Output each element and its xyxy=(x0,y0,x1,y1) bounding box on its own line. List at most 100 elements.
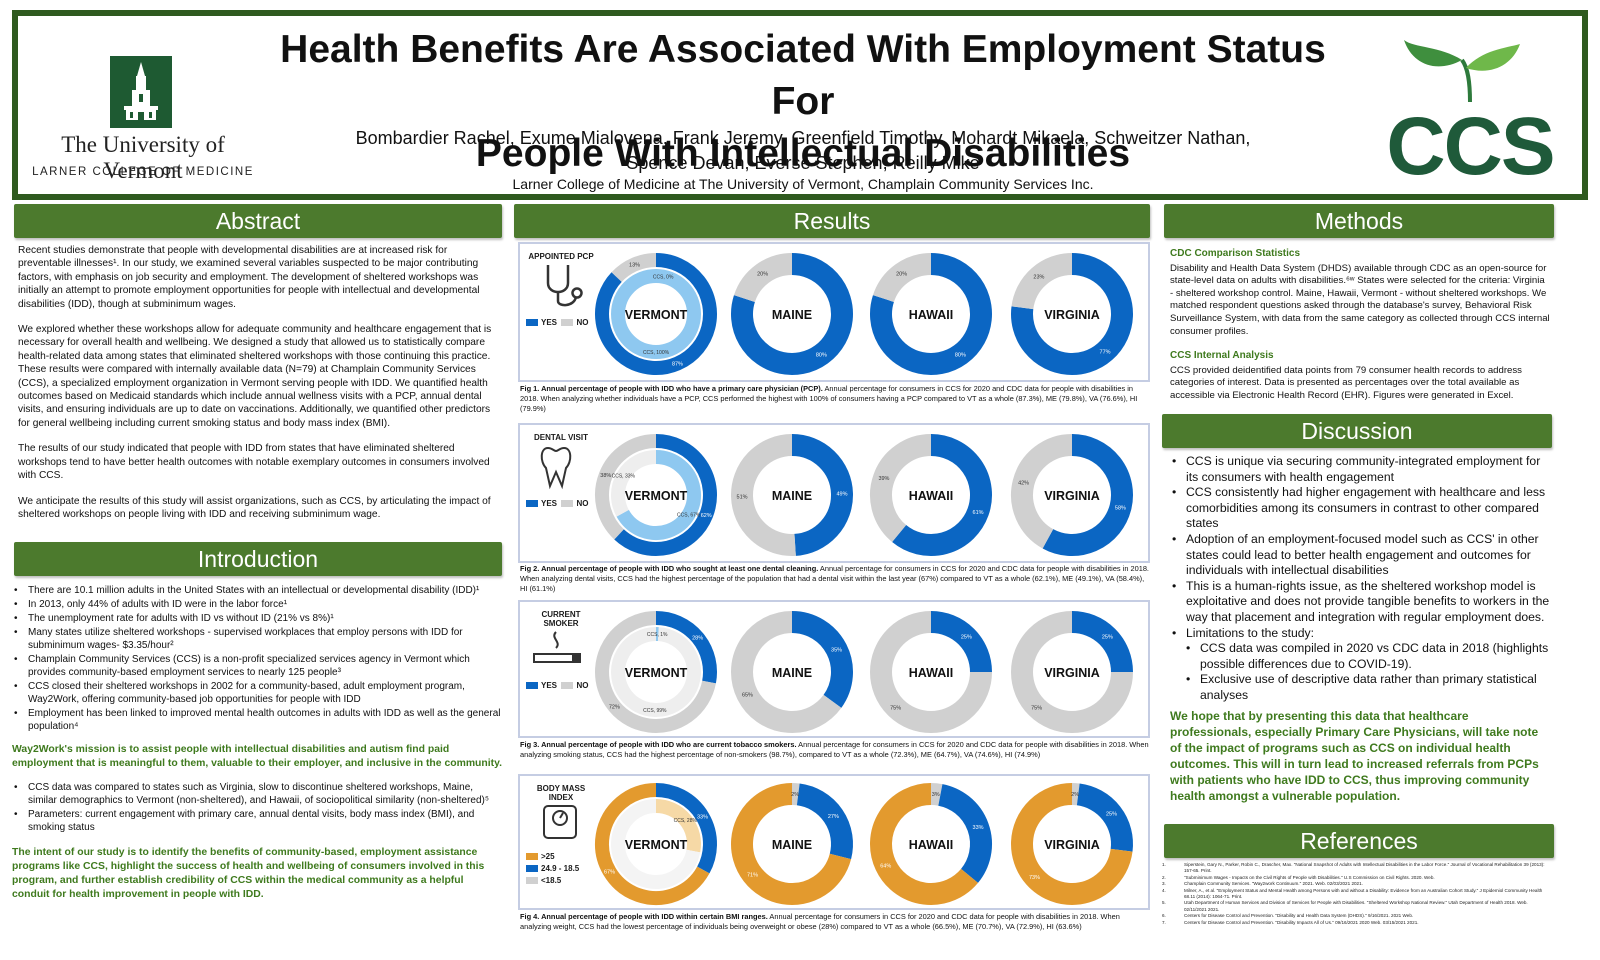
legend-swatch xyxy=(526,319,538,327)
references-heading: References xyxy=(1164,824,1554,858)
list-item: Champlain Community Services (CCS) is a … xyxy=(12,653,502,679)
donut-virginia-fig2: 58% 42% VIRGINIA xyxy=(1008,431,1136,559)
reference-text: Milner, A., et al. "Employment Status an… xyxy=(1184,887,1543,900)
data-label: 77% xyxy=(1100,350,1111,356)
donut-maine-fig1: 80% 20% MAINE xyxy=(728,250,856,378)
data-label: CCS, 28% xyxy=(674,818,698,824)
state-label: VIRGINIA xyxy=(1044,489,1100,503)
data-label: 58% xyxy=(1115,505,1126,511)
list-item: CCS is unique via securing community-int… xyxy=(1170,454,1550,485)
mission-statement: Way2Work's mission is to assist people w… xyxy=(12,744,502,769)
figure-3-caption: Fig 3. Annual percentage of people with … xyxy=(520,740,1150,760)
donut-maine-fig4: 2% 27% 71% MAINE xyxy=(728,780,856,908)
list-item: 7. Centers for Disease Control and Preven… xyxy=(1162,919,1419,925)
legend-swatch xyxy=(561,500,574,508)
legend-label: <18.5 xyxy=(541,876,562,885)
maine-segment xyxy=(731,611,842,733)
methods-sub-cdc: CDC Comparison Statistics xyxy=(1170,248,1301,259)
state-label: MAINE xyxy=(772,489,812,503)
list-item: 6. Centers for Disease Control and Preven… xyxy=(1162,913,1414,919)
data-label: 25% xyxy=(1102,635,1113,641)
uvm-name: The University of Vermont xyxy=(61,132,225,183)
virginia-segment xyxy=(1011,253,1133,375)
state-label: MAINE xyxy=(772,666,812,680)
data-label: 27% xyxy=(828,814,839,820)
data-label: 51% xyxy=(737,495,748,501)
state-label: HAWAII xyxy=(909,489,953,503)
data-label: 87% xyxy=(672,362,683,368)
data-label: 33% xyxy=(697,815,708,821)
uvm-college: LARNER COLLEGE OF MEDICINE xyxy=(32,166,254,178)
state-label: VERMONT xyxy=(625,489,688,503)
list-item: 2. "Subminimum Wages - Impacts on the Civ… xyxy=(1162,874,1435,880)
data-label: 80% xyxy=(955,352,966,358)
intent-statement: The intent of our study is to identify t… xyxy=(12,847,485,900)
methods-sub-ccs: CCS Internal Analysis xyxy=(1170,350,1274,362)
maine-segment xyxy=(791,434,853,556)
list-item: 5. Utah Department of Human Services and … xyxy=(1162,900,1550,913)
caption-title: Fig 3. Annual percentage of people with … xyxy=(520,740,797,749)
figure-1-icon-block: APPOINTED PCP YES NO xyxy=(526,252,596,327)
list-item: In 2013, only 44% of adults with ID were… xyxy=(12,598,502,611)
state-label: VIRGINIA xyxy=(1044,666,1100,680)
maine-segment xyxy=(796,783,853,860)
legend-label: YES xyxy=(541,681,558,690)
figure-4-icon-label: BODY MASS INDEX xyxy=(536,784,586,802)
donut-virginia-fig3: 25% 75% VIRGINIA xyxy=(1008,608,1136,736)
hawaii-segment xyxy=(892,434,992,556)
state-label: VIRGINIA xyxy=(1044,308,1100,322)
donut-virginia-fig4: 2% 25% 73% VIRGINIA xyxy=(1008,780,1136,908)
state-label: VIRGINIA xyxy=(1044,838,1100,852)
ccs-inner-segment xyxy=(611,269,701,359)
ccs-inner-segment xyxy=(616,450,701,540)
data-label: 3% xyxy=(932,792,940,798)
data-label: 33% xyxy=(973,825,984,831)
figure-4-caption: Fig 4. Annual percentage of people with … xyxy=(520,912,1150,932)
caption-text: Annual percentage for consumers in CCS f… xyxy=(520,564,1149,593)
legend-label: NO xyxy=(576,318,589,327)
reference-text: Centers for Disease Control and Preventi… xyxy=(1184,913,1414,919)
state-label: HAWAII xyxy=(909,838,953,852)
legend-swatch xyxy=(526,500,538,508)
virginia-segment xyxy=(1011,783,1133,905)
data-label: 61% xyxy=(973,510,984,516)
maine-segment xyxy=(733,253,793,303)
data-label: 80% xyxy=(816,352,827,358)
state-label: VERMONT xyxy=(625,308,688,322)
data-label: CCS, 0% xyxy=(653,275,674,281)
caption-text: Annual percentage for consumers in CCS f… xyxy=(520,740,1149,759)
methods-p2: CCS provided deidentified data points fr… xyxy=(1170,364,1522,401)
stethoscope-icon xyxy=(546,265,583,307)
donut-vermont-fig2: 62% 38% CCS, 67% CCS, 33% VERMONT xyxy=(592,431,720,559)
data-label: CCS, 1% xyxy=(647,632,668,638)
state-label: VERMONT xyxy=(625,666,688,680)
figure-2-icon-block: DENTAL VISIT YES NO xyxy=(526,433,596,508)
vermont-outer-segment xyxy=(595,434,657,540)
methods-heading: Methods xyxy=(1164,204,1554,238)
reference-text: Champlain Community Services. "Way2work … xyxy=(1184,881,1363,887)
list-item: Parameters: current engagement with prim… xyxy=(12,808,502,834)
donut-hawaii-fig2: 61% 39% HAWAII xyxy=(867,431,995,559)
list-item: The unemployment rate for adults with ID… xyxy=(12,612,502,625)
caption-title: Fig 2. Annual percentage of people with … xyxy=(520,564,819,573)
poster-header: The University of Vermont LARNER COLLEGE… xyxy=(12,10,1588,200)
ccs-logo-text: CCS xyxy=(1386,101,1555,192)
data-label: 71% xyxy=(747,873,758,879)
donut-maine-fig2: 49% 51% MAINE xyxy=(728,431,856,559)
hawaii-segment xyxy=(870,253,992,375)
vermont-outer-segment xyxy=(595,611,716,733)
ccs-inner-segment xyxy=(611,627,701,717)
abstract-p2: We explored whether these workshops allo… xyxy=(18,324,492,429)
hawaii-segment xyxy=(870,434,932,542)
methods-p1: Disability and Health Data System (DHDS)… xyxy=(1170,262,1550,337)
ccs-inner-segment xyxy=(611,450,657,517)
hawaii-segment xyxy=(930,783,943,806)
discussion-bullets: CCS is unique via securing community-int… xyxy=(1170,454,1550,641)
caption-text: Annual percentage for consumers in CCS f… xyxy=(520,912,1120,931)
abstract-body: Recent studies demonstrate that people w… xyxy=(18,244,496,533)
introduction-heading: Introduction xyxy=(14,542,502,576)
uvm-tower-icon xyxy=(110,56,172,128)
ccs-logo: CCS xyxy=(1370,38,1570,192)
vermont-outer-segment xyxy=(611,253,657,283)
reference-text: "Subminimum Wages - Impacts on the Civil… xyxy=(1184,874,1435,880)
